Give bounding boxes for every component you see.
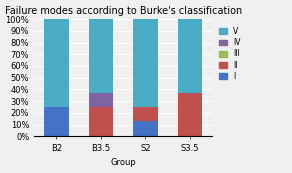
Bar (44, 19, 69, 107)
X-axis label: Group: Group (110, 158, 136, 167)
Bar (133, 107, 158, 121)
Bar (133, 121, 158, 136)
Bar (178, 19, 202, 93)
Bar (89, 19, 113, 93)
Bar (44, 107, 69, 136)
Title: Failure modes according to Burke's classification: Failure modes according to Burke's class… (5, 6, 242, 16)
Bar (133, 19, 158, 107)
Bar (89, 107, 113, 136)
Bar (89, 93, 113, 107)
Legend: V, IV, III, II, I: V, IV, III, II, I (218, 25, 242, 83)
Bar (178, 93, 202, 136)
